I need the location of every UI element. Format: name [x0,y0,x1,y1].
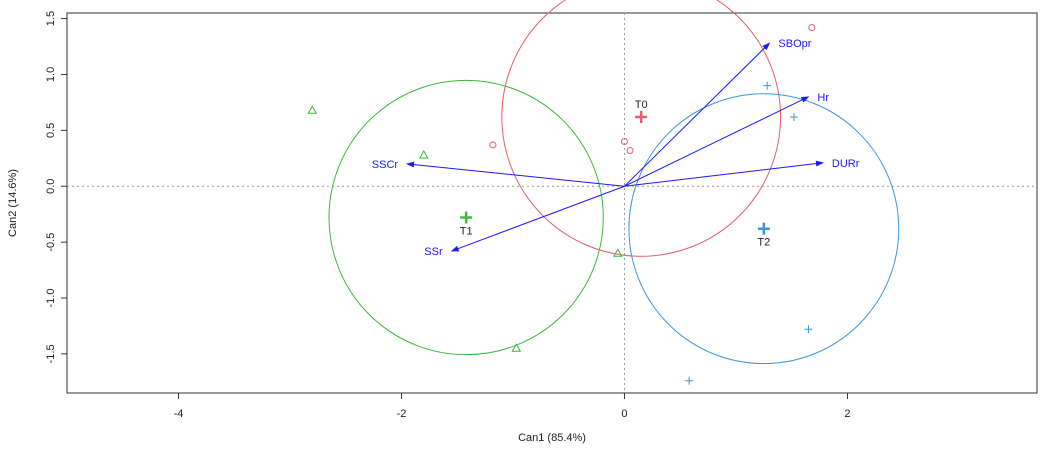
vector-arrow-sbopr [624,42,771,187]
y-tick-label: 0.5 [45,123,57,138]
confidence-circle-t0 [501,0,782,257]
y-tick-label: 1.5 [45,11,57,26]
x-tick-label: 2 [844,408,850,420]
y-tick-label: -1.0 [45,289,57,308]
y-tick-label: -0.5 [45,233,57,252]
vector-label-durr: DURr [832,158,860,170]
confidence-circle-t1 [328,79,604,356]
data-point-t2 [763,81,772,90]
y-tick-label: 0.0 [45,179,57,194]
data-point-t1 [511,343,522,352]
vector-label-sbopr: SBOpr [778,38,811,50]
centroid-label-t2: T2 [757,237,770,249]
centroid-label-t1: T1 [460,226,473,238]
vector-label-ssr: SSr [424,246,443,258]
data-point-t1 [418,149,429,159]
data-point-t0 [808,24,816,32]
vector-arrow-ssr [450,185,625,252]
centroid-marker-t2 [757,222,770,235]
x-tick-label: -4 [174,408,184,420]
y-axis-label: Can2 (14.6%) [7,169,19,237]
data-point-t0 [620,138,628,146]
data-point-t2 [685,376,694,385]
axes: -4 -2 0 2 -1.5 -1.0 -0.5 0.0 0.5 1.0 1.5 [45,11,851,420]
vector-arrow-durr [624,160,824,187]
data-point-t2 [804,325,813,334]
centroid-label-t0: T0 [635,99,648,111]
vector-arrow-hr [624,96,810,187]
x-axis-label: Can1 (85.4%) [518,432,586,444]
vector-label-sscr: SSCr [372,159,399,171]
y-tick-label: -1.5 [45,344,57,363]
data-point-t1 [612,248,623,257]
data-point-t0 [489,141,497,149]
plot-marks: T0 T1 T2 SBOpr Hr DURr SSCr SSr [67,0,1037,393]
data-point-t1 [307,105,318,114]
x-tick-label: -2 [397,408,407,420]
plot-frame [66,12,1038,394]
y-tick-label: 1.0 [45,67,57,82]
confidence-circle-t2 [628,93,900,365]
vector-arrow-sscr [406,161,625,187]
centroid-marker-t1 [460,211,473,224]
x-tick-label: 0 [621,408,627,420]
data-point-t0 [626,146,634,154]
data-point-t2 [789,112,798,121]
vector-label-hr: Hr [817,92,829,104]
centroid-marker-t0 [635,110,648,123]
